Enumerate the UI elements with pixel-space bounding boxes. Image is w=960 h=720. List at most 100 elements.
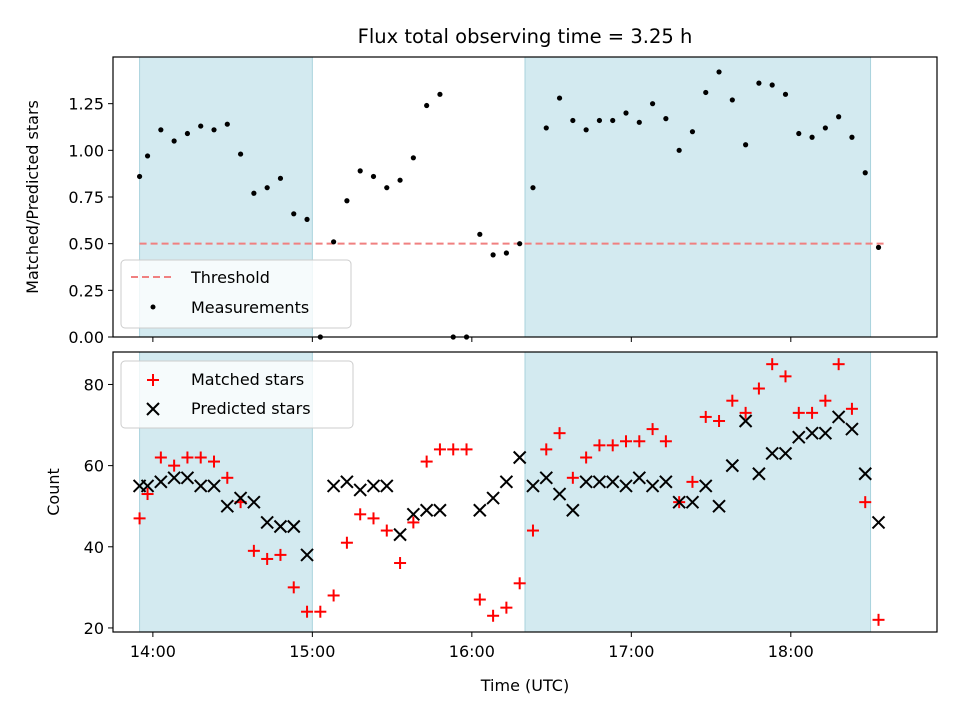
measurement-point xyxy=(211,127,217,133)
predicted-star-point xyxy=(539,471,553,485)
x-tick-label: 15:00 xyxy=(289,642,335,661)
predicted-star-point xyxy=(552,487,567,501)
matched-star-point xyxy=(433,443,446,456)
predicted-star-point xyxy=(154,475,168,489)
matched-star-point xyxy=(261,552,274,565)
bottom-y-tick-label: 40 xyxy=(84,538,104,557)
matched-star-point xyxy=(606,439,619,452)
top-panel: 0.00 0.25 0.50 0.75 1.00 1.25 Matched/Predict… xyxy=(23,56,938,347)
measurement-point xyxy=(344,198,350,204)
measurement-point xyxy=(649,101,656,107)
top-legend-box xyxy=(120,259,352,329)
measurement-point xyxy=(743,142,749,148)
matched-star-point xyxy=(340,536,353,549)
predicted-star-point xyxy=(287,519,301,534)
top-legend: Threshold Measurements xyxy=(120,259,352,329)
matched-star-point xyxy=(314,605,327,618)
bottom-legend-box xyxy=(120,360,354,429)
matched-star-point xyxy=(473,593,486,606)
matched-star-point xyxy=(274,548,287,561)
measurement-point xyxy=(782,91,789,97)
matched-star-point xyxy=(287,581,300,594)
predicted-star-point xyxy=(194,479,208,493)
top-shade-band xyxy=(525,57,871,337)
measurement-point xyxy=(158,127,164,133)
x-tick-label: 17:00 xyxy=(608,642,654,661)
matched-star-point xyxy=(301,605,314,618)
measurement-point xyxy=(769,82,775,88)
top-y-tick-label: 1.25 xyxy=(68,95,104,114)
predicted-star-point xyxy=(167,471,181,485)
x-tick-label: 14:00 xyxy=(130,642,176,661)
matched-star-point xyxy=(806,406,819,419)
bottom-y-axis-label: Count xyxy=(44,468,63,516)
measurement-point xyxy=(384,185,390,191)
legend-threshold-label: Threshold xyxy=(190,268,270,287)
predicted-star-point xyxy=(818,426,833,440)
matched-star-point xyxy=(460,443,473,456)
measurement-point xyxy=(610,117,616,124)
bottom-axes-frame xyxy=(112,351,938,633)
matched-star-point xyxy=(141,488,154,501)
legend-predicted-label: Predicted stars xyxy=(191,399,311,418)
legend-measurements-label: Measurements xyxy=(191,298,309,317)
measurement-point xyxy=(570,117,576,124)
measurement-point xyxy=(503,250,509,256)
matched-star-point xyxy=(540,443,553,456)
measurement-point xyxy=(875,244,882,250)
measurement-point xyxy=(809,134,815,140)
bottom-plot-area xyxy=(132,358,886,626)
predicted-star-point xyxy=(738,414,753,428)
bottom-legend: Matched stars Predicted stars xyxy=(120,360,354,429)
predicted-star-point xyxy=(778,446,793,461)
bottom-shade-band xyxy=(525,352,871,632)
matched-star-point xyxy=(872,613,885,626)
predicted-star-point xyxy=(326,479,341,493)
predicted-star-point xyxy=(805,426,819,440)
predicted-star-point xyxy=(619,479,633,493)
predicted-star-point xyxy=(247,495,261,509)
measurement-point xyxy=(357,168,363,174)
matched-star-point xyxy=(792,406,805,419)
predicted-star-point xyxy=(419,503,434,517)
measurement-point xyxy=(517,241,523,247)
measurement-point xyxy=(397,177,403,183)
matched-star-point xyxy=(221,471,234,484)
x-tick-label: 16:00 xyxy=(449,642,495,661)
predicted-star-point xyxy=(659,475,673,489)
predicted-star-point xyxy=(406,507,421,522)
legend-matched-label: Matched stars xyxy=(191,370,304,389)
legend-measurements-swatch xyxy=(150,304,156,310)
matched-star-point xyxy=(354,508,367,521)
legend-matched-swatch xyxy=(147,374,159,386)
matched-star-point xyxy=(752,382,765,395)
top-y-ticks: 0.00 0.25 0.50 0.75 1.00 1.25 xyxy=(68,95,113,347)
predicted-star-point xyxy=(366,479,381,493)
top-y-tick-label: 0.25 xyxy=(68,281,104,300)
matched-star-point xyxy=(194,451,207,464)
x-tick-label: 18:00 xyxy=(768,642,814,661)
matched-star-point xyxy=(420,455,433,468)
measurement-point xyxy=(490,252,496,258)
measurement-point xyxy=(596,117,603,124)
predicted-star-point xyxy=(207,479,221,493)
top-y-axis-label: Matched/Predicted stars xyxy=(23,100,42,294)
predicted-star-point xyxy=(725,458,740,473)
measurement-point xyxy=(264,185,270,191)
predicted-star-point xyxy=(858,467,872,481)
matched-star-point xyxy=(832,358,845,371)
predicted-star-point xyxy=(579,475,593,489)
predicted-star-point xyxy=(845,422,859,436)
measurement-point xyxy=(663,116,669,122)
predicted-star-point xyxy=(473,503,487,517)
measurement-point xyxy=(729,97,735,103)
matched-star-point xyxy=(133,512,146,525)
predicted-star-point xyxy=(499,475,514,489)
matched-star-point xyxy=(380,524,393,537)
measurement-point xyxy=(756,80,762,86)
predicted-star-point xyxy=(685,495,700,509)
matched-star-point xyxy=(447,443,460,456)
matched-star-point xyxy=(620,435,633,448)
measurement-point xyxy=(623,110,629,116)
matched-star-point xyxy=(593,439,606,452)
